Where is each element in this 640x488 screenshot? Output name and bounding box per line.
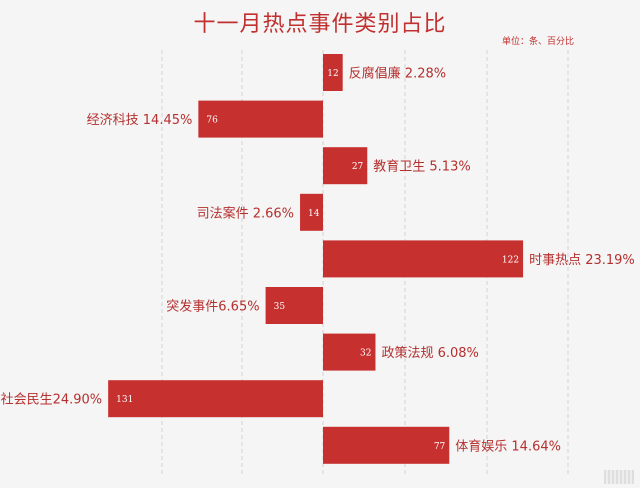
bar-value-label: 12	[327, 69, 338, 79]
category-label: 社会民生24.90%	[1, 392, 103, 408]
bar-item: 131 社会民生24.90%	[1, 380, 323, 418]
bar-item: 32 政策法规 6.08%	[323, 333, 479, 371]
watermark-icon	[604, 470, 634, 484]
bar-item: 77 体育娱乐 14.64%	[323, 426, 561, 464]
category-label: 经济科技 14.45%	[87, 113, 193, 128]
bar-value-label: 77	[434, 442, 446, 452]
bar	[300, 193, 323, 231]
bar	[323, 147, 368, 185]
bar-item: 14 司法案件 2.66%	[197, 193, 323, 231]
category-label: 教育卫生 5.13%	[373, 159, 470, 175]
bar-item: 27 教育卫生 5.13%	[323, 147, 471, 185]
bar-value-label: 27	[352, 162, 364, 172]
bar-value-label: 131	[116, 395, 133, 405]
bar	[323, 333, 376, 371]
bar-value-label: 35	[274, 302, 286, 312]
bar-item: 35 突发事件6.65%	[166, 287, 323, 324]
bar-item: 76 经济科技 14.45%	[87, 100, 323, 138]
category-label: 突发事件6.65%	[166, 299, 259, 315]
bar-value-label: 32	[360, 349, 371, 359]
category-label: 司法案件 2.66%	[197, 206, 294, 221]
category-label: 政策法规 6.08%	[381, 345, 478, 361]
bar	[108, 380, 323, 418]
category-label: 时事热点 23.19%	[529, 253, 635, 268]
bar-value-label: 76	[206, 116, 218, 126]
unit-note: 单位：条、百分比	[501, 37, 574, 47]
bar-item: 122 时事热点 23.19%	[323, 240, 635, 278]
bar-item: 12 反腐倡廉 2.28%	[323, 54, 446, 91]
bar-value-label: 122	[502, 255, 519, 265]
bar	[323, 426, 450, 464]
bars-group: 12 反腐倡廉 2.28% 76 经济科技 14.45% 27 教育卫生 5.13% 14 司…	[1, 54, 635, 464]
bar	[265, 287, 323, 324]
bar	[323, 240, 524, 278]
bar-value-label: 14	[308, 209, 320, 219]
bar	[323, 54, 343, 91]
category-label: 体育娱乐 14.64%	[455, 438, 561, 454]
category-label: 反腐倡廉 2.28%	[349, 66, 446, 82]
chart-title: 十一月热点事件类别占比	[193, 12, 447, 37]
bar	[198, 100, 323, 138]
